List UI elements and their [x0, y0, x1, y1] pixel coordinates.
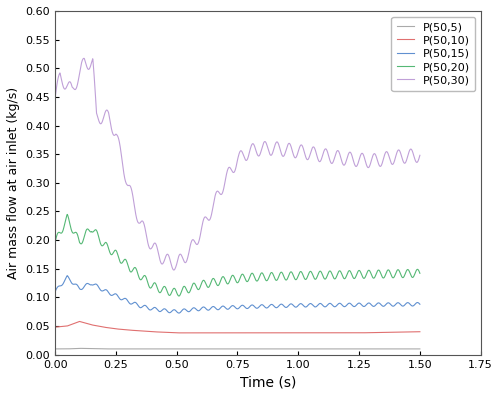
- Line: P(50,5): P(50,5): [55, 348, 420, 349]
- P(50,30): [81, 56, 87, 61]
- P(50,10): [230, 331, 236, 335]
- P(50,10): [417, 329, 423, 334]
- P(50,5): [52, 346, 58, 351]
- P(50,30): [340, 161, 345, 166]
- P(50,5): [340, 346, 345, 351]
- P(50,15): [52, 289, 58, 294]
- P(50,10): [52, 325, 58, 329]
- P(50,30): [171, 268, 177, 272]
- P(50,30): [70, 86, 76, 91]
- P(50,15): [406, 301, 412, 306]
- P(50,5): [220, 346, 226, 351]
- P(50,5): [406, 346, 412, 351]
- P(50,15): [417, 302, 423, 307]
- P(50,20): [176, 293, 182, 298]
- Y-axis label: Air mass flow at air inlet (kg/s): Air mass flow at air inlet (kg/s): [7, 87, 20, 279]
- P(50,20): [71, 231, 77, 236]
- P(50,10): [406, 329, 412, 334]
- P(50,20): [64, 212, 70, 217]
- P(50,30): [230, 170, 236, 175]
- P(50,15): [64, 273, 70, 278]
- P(50,5): [230, 346, 235, 351]
- P(50,15): [176, 311, 182, 316]
- P(50,10): [340, 331, 345, 335]
- P(50,30): [406, 148, 412, 153]
- P(50,10): [220, 331, 226, 335]
- P(50,15): [220, 304, 226, 308]
- P(50,30): [220, 188, 226, 193]
- P(50,30): [417, 153, 423, 158]
- P(50,15): [71, 282, 77, 287]
- Line: P(50,30): P(50,30): [55, 58, 420, 270]
- P(50,15): [406, 301, 412, 306]
- P(50,5): [76, 346, 82, 351]
- Line: P(50,10): P(50,10): [55, 322, 420, 333]
- P(50,30): [52, 96, 58, 101]
- P(50,20): [417, 271, 423, 276]
- P(50,20): [52, 240, 58, 245]
- P(50,10): [174, 331, 180, 335]
- Line: P(50,15): P(50,15): [55, 276, 420, 313]
- P(50,20): [406, 269, 412, 274]
- P(50,10): [76, 319, 82, 324]
- X-axis label: Time (s): Time (s): [240, 375, 296, 389]
- P(50,20): [220, 274, 226, 279]
- P(50,20): [230, 273, 236, 278]
- P(50,20): [340, 274, 345, 279]
- Line: P(50,20): P(50,20): [55, 214, 420, 296]
- P(50,30): [406, 148, 412, 152]
- P(50,10): [406, 329, 412, 334]
- P(50,5): [417, 346, 423, 351]
- P(50,15): [230, 303, 236, 308]
- Legend: P(50,5), P(50,10), P(50,15), P(50,20), P(50,30): P(50,5), P(50,10), P(50,15), P(50,20), P…: [392, 17, 475, 91]
- P(50,15): [340, 303, 345, 308]
- P(50,5): [70, 346, 76, 351]
- P(50,20): [406, 270, 412, 274]
- P(50,10): [70, 321, 76, 326]
- P(50,5): [406, 346, 412, 351]
